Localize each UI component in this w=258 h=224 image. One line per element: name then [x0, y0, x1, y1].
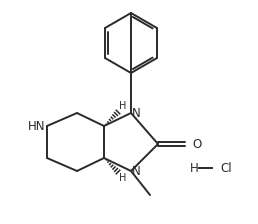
Text: H: H: [119, 173, 126, 183]
Text: Cl: Cl: [220, 162, 232, 174]
Text: HN: HN: [28, 119, 45, 133]
Text: O: O: [192, 138, 201, 151]
Text: H: H: [119, 101, 126, 111]
Text: N: N: [132, 164, 141, 177]
Text: N: N: [132, 106, 141, 119]
Text: H: H: [190, 162, 198, 174]
